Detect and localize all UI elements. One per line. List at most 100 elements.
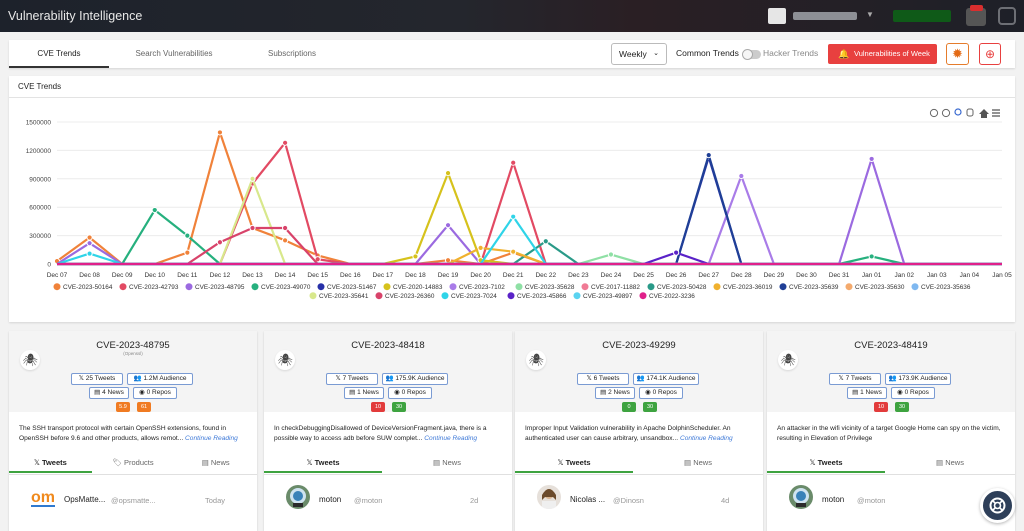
data-point[interactable] <box>282 237 289 244</box>
legend-item[interactable]: CVE-2023-7024 <box>441 292 498 300</box>
card-tab-products[interactable]: 🏷 Products <box>92 453 175 473</box>
data-point[interactable] <box>282 224 289 232</box>
home-icon[interactable] <box>979 109 989 118</box>
series-cve-2020-14883[interactable] <box>57 170 1002 266</box>
pan-hand-icon[interactable] <box>966 108 974 117</box>
card-tab-news[interactable]: ▤ News <box>633 453 763 473</box>
data-point[interactable] <box>510 213 517 220</box>
legend-item[interactable]: CVE-2023-35636 <box>911 283 971 291</box>
card-tab-news[interactable]: ▤ News <box>885 453 1015 473</box>
card-tab-news[interactable]: ▤ News <box>174 453 257 473</box>
data-point[interactable] <box>542 238 549 245</box>
series-cve-2023-36019[interactable] <box>57 244 1002 266</box>
data-point[interactable] <box>249 175 256 182</box>
tweet-avatar[interactable]: om <box>31 485 55 509</box>
continue-reading-link[interactable]: Continue Reading <box>424 435 478 442</box>
support-lifebuoy-button[interactable] <box>980 488 1015 523</box>
cve-id[interactable]: CVE-2023-48418 <box>351 340 425 351</box>
legend-item[interactable]: CVE-2023-42793 <box>119 283 179 291</box>
data-point[interactable] <box>444 170 452 177</box>
series-line[interactable] <box>57 174 1002 266</box>
settings-icon[interactable] <box>998 7 1016 25</box>
series-line[interactable] <box>57 172 1002 266</box>
continue-reading-link[interactable]: Continue Reading <box>185 435 238 442</box>
zoom-out-icon[interactable] <box>941 108 951 118</box>
tweet-avatar[interactable] <box>537 485 561 509</box>
user-name-redacted[interactable] <box>793 12 857 20</box>
data-point[interactable] <box>607 251 615 258</box>
data-point[interactable] <box>510 248 517 255</box>
data-point[interactable] <box>184 249 191 256</box>
data-point[interactable] <box>86 234 93 241</box>
legend-item[interactable]: CVE-2023-35628 <box>515 283 575 291</box>
data-point[interactable] <box>705 152 712 159</box>
legend-item[interactable]: CVE-2023-50164 <box>53 283 113 291</box>
legend-item[interactable]: CVE-2023-49070 <box>251 283 311 291</box>
tag-icon: 🏷 <box>112 458 124 467</box>
tweet-author-name[interactable]: moton <box>822 495 845 504</box>
notification-icon[interactable] <box>966 8 986 26</box>
tweet-author-name[interactable]: moton <box>319 495 342 504</box>
period-select[interactable]: Weekly ⌄ <box>611 43 667 65</box>
trends-toggle[interactable] <box>742 49 761 60</box>
legend-item[interactable]: CVE-2022-3236 <box>639 292 696 300</box>
legend-item[interactable]: CVE-2023-35639 <box>779 283 839 291</box>
legend-item[interactable]: CVE-2023-49897 <box>573 292 633 300</box>
data-point[interactable] <box>314 256 321 263</box>
tab-search-vulnerabilities[interactable]: Search Vulnerabilities <box>135 49 213 58</box>
data-point[interactable] <box>216 239 224 246</box>
card-tab-tweets[interactable]: 𝕏 Tweets <box>515 453 633 473</box>
series-cve-2023-35641[interactable] <box>57 175 1002 266</box>
legend-item[interactable]: CVE-2023-45866 <box>507 292 567 300</box>
data-point[interactable] <box>444 222 452 229</box>
vulnerabilities-of-week-button[interactable]: 🔔 Vulnerabilities of Week <box>828 44 937 64</box>
zoom-in-icon[interactable] <box>929 108 939 118</box>
tab-subscriptions[interactable]: Subscriptions <box>267 49 317 58</box>
data-point[interactable] <box>249 224 256 232</box>
data-point[interactable] <box>282 139 289 146</box>
cve-id[interactable]: CVE-2023-48419 <box>854 340 928 351</box>
data-point[interactable] <box>184 232 191 239</box>
data-point[interactable] <box>868 155 875 163</box>
card-tab-tweets[interactable]: 𝕏 Tweets <box>767 453 885 473</box>
legend-item[interactable]: CVE-2023-26360 <box>375 292 435 300</box>
data-point[interactable] <box>510 159 517 166</box>
sun-icon[interactable]: ✹ <box>946 43 969 65</box>
data-point[interactable] <box>868 253 875 260</box>
data-point[interactable] <box>216 129 224 136</box>
legend-item[interactable]: CVE-2023-35630 <box>845 283 905 291</box>
data-point[interactable] <box>412 253 419 260</box>
tweet-avatar[interactable] <box>286 485 310 509</box>
tweet-author-name[interactable]: OpsMatte... <box>64 495 106 504</box>
legend-item[interactable]: CVE-2020-14883 <box>383 283 443 291</box>
legend-item[interactable]: CVE-2023-36019 <box>713 283 773 291</box>
data-point[interactable] <box>86 240 93 247</box>
data-point[interactable] <box>673 249 680 256</box>
legend-item[interactable]: CVE-2017-11882 <box>581 283 641 291</box>
user-avatar[interactable] <box>768 8 786 24</box>
cve-id[interactable]: CVE-2023-49299 <box>602 340 676 351</box>
card-tab-tweets[interactable]: 𝕏 Tweets <box>9 453 92 473</box>
tweet-author-name[interactable]: Nicolas ... <box>570 495 606 504</box>
series-cve-2023-7102[interactable] <box>57 172 1002 266</box>
card-tab-news[interactable]: ▤ News <box>382 453 512 473</box>
tweet-avatar[interactable] <box>789 485 813 509</box>
magnify-icon[interactable] <box>954 108 962 116</box>
legend-item[interactable]: CVE-2023-50428 <box>647 283 707 291</box>
cve-id[interactable]: CVE-2023-48795 <box>96 340 170 351</box>
series-line[interactable] <box>57 177 1002 266</box>
card-tab-tweets[interactable]: 𝕏 Tweets <box>264 453 382 473</box>
continue-reading-link[interactable]: Continue Reading <box>679 435 733 442</box>
add-icon[interactable]: ⊕ <box>979 43 1001 65</box>
data-point[interactable] <box>477 244 484 252</box>
data-point[interactable] <box>738 172 745 180</box>
legend-item[interactable]: CVE-2023-51467 <box>317 283 377 291</box>
chevron-down-icon[interactable]: ▼ <box>866 10 874 19</box>
menu-icon[interactable] <box>992 109 1000 117</box>
tab-cve-trends[interactable]: CVE Trends <box>9 40 109 68</box>
legend-item[interactable]: CVE-2023-7102 <box>449 283 506 291</box>
legend-item[interactable]: CVE-2023-35641 <box>309 292 369 300</box>
legend-item[interactable]: CVE-2023-48795 <box>185 283 245 291</box>
data-point[interactable] <box>86 250 93 257</box>
data-point[interactable] <box>151 206 158 214</box>
